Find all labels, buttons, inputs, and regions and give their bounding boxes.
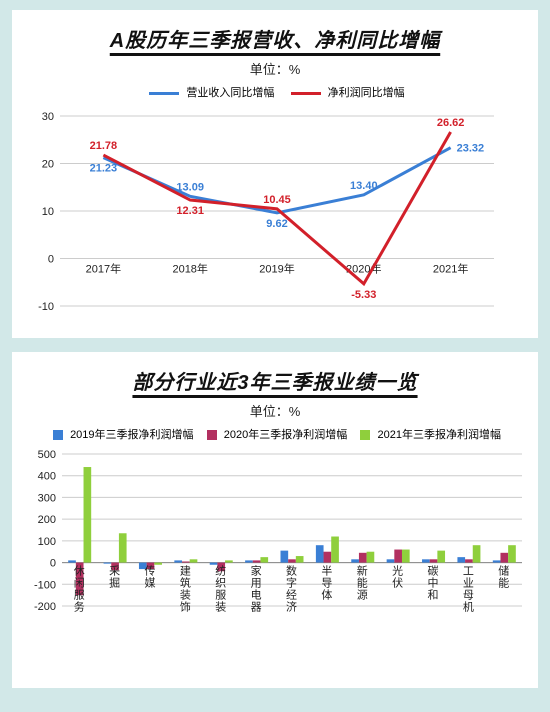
chart2-unit: 单位：%	[20, 401, 530, 420]
svg-text:经: 经	[286, 589, 297, 602]
svg-text:装: 装	[215, 601, 226, 614]
svg-text:媒: 媒	[144, 577, 155, 590]
svg-text:新: 新	[357, 564, 368, 578]
svg-text:数: 数	[286, 565, 297, 578]
svg-text:-200: -200	[34, 601, 56, 613]
svg-text:务: 务	[74, 601, 85, 614]
svg-text:字: 字	[286, 576, 297, 590]
svg-text:休: 休	[74, 565, 85, 578]
legend-swatch-profit	[291, 92, 321, 95]
chart2-plot: -200-1000100200300400500休闲服务采掘传媒建筑装饰纺织服装…	[20, 450, 530, 678]
svg-text:电: 电	[251, 589, 262, 602]
svg-text:采: 采	[109, 565, 120, 578]
svg-text:器: 器	[251, 601, 262, 614]
legend-swatch-2019	[53, 430, 63, 440]
svg-text:10.45: 10.45	[263, 194, 291, 206]
svg-text:储: 储	[498, 564, 509, 578]
svg-text:济: 济	[286, 600, 297, 614]
svg-text:源: 源	[357, 588, 368, 602]
legend-label-revenue: 营业收入同比增幅	[186, 87, 274, 99]
svg-text:碳: 碳	[428, 564, 439, 578]
svg-text:26.62: 26.62	[437, 117, 465, 129]
svg-text:闲: 闲	[74, 576, 85, 590]
svg-text:筑: 筑	[180, 576, 191, 590]
svg-text:传: 传	[144, 565, 155, 578]
svg-text:和: 和	[428, 589, 439, 602]
svg-text:500: 500	[38, 450, 56, 461]
svg-text:2018年: 2018年	[172, 262, 207, 276]
svg-text:工: 工	[463, 566, 474, 578]
svg-text:200: 200	[38, 514, 56, 526]
legend-label-2021: 2021年三季报净利润增幅	[378, 429, 501, 441]
svg-text:导: 导	[321, 577, 332, 590]
svg-text:光: 光	[392, 564, 403, 578]
svg-text:用: 用	[251, 578, 262, 590]
svg-text:-5.33: -5.33	[351, 289, 376, 301]
svg-text:-100: -100	[34, 579, 56, 591]
legend-swatch-2021	[360, 430, 370, 440]
svg-text:20: 20	[42, 159, 54, 171]
svg-text:织: 织	[215, 577, 226, 590]
svg-text:能: 能	[498, 576, 509, 590]
chart1-legend: 营业收入同比增幅 净利润同比增幅	[20, 84, 530, 100]
line-chart-panel: A股历年三季报营收、净利同比增幅 单位：% 营业收入同比增幅 净利润同比增幅 -…	[12, 10, 538, 338]
svg-text:服: 服	[74, 589, 85, 602]
svg-text:100: 100	[38, 536, 56, 548]
svg-text:饰: 饰	[180, 600, 191, 614]
legend-swatch-revenue	[149, 92, 179, 95]
svg-text:2017年: 2017年	[86, 262, 121, 276]
svg-text:掘: 掘	[109, 576, 120, 590]
svg-text:23.32: 23.32	[457, 143, 485, 155]
svg-text:13.09: 13.09	[176, 181, 204, 193]
bar-chart-panel: 部分行业近3年三季报业绩一览 单位：% 2019年三季报净利润增幅 2020年三…	[12, 352, 538, 688]
svg-text:0: 0	[50, 558, 56, 570]
svg-text:21.23: 21.23	[90, 163, 118, 175]
chart1-plot: -1001020302017年2018年2019年2020年2021年21.23…	[20, 108, 530, 328]
svg-text:13.40: 13.40	[350, 180, 378, 192]
svg-text:0: 0	[48, 254, 54, 266]
svg-text:能: 能	[357, 576, 368, 590]
svg-text:400: 400	[38, 471, 56, 483]
chart2-legend: 2019年三季报净利润增幅 2020年三季报净利润增幅 2021年三季报净利润增…	[20, 426, 530, 442]
svg-text:机: 机	[463, 600, 474, 614]
svg-text:21.78: 21.78	[90, 140, 118, 152]
svg-text:300: 300	[38, 492, 56, 504]
svg-text:服: 服	[215, 589, 226, 602]
chart2-title: 部分行业近3年三季报业绩一览	[20, 366, 530, 395]
svg-text:体: 体	[321, 588, 332, 602]
svg-text:半: 半	[321, 564, 332, 578]
legend-label-2020: 2020年三季报净利润增幅	[224, 429, 347, 441]
chart1-unit: 单位：%	[20, 59, 530, 78]
chart1-title: A股历年三季报营收、净利同比增幅	[20, 24, 530, 53]
svg-text:家: 家	[251, 564, 262, 578]
legend-swatch-2020	[207, 430, 217, 440]
svg-text:30: 30	[42, 111, 54, 123]
svg-text:2021年: 2021年	[433, 262, 468, 276]
svg-text:9.62: 9.62	[266, 218, 287, 230]
svg-text:伏: 伏	[392, 576, 403, 590]
svg-text:纺: 纺	[215, 564, 226, 578]
svg-text:装: 装	[180, 589, 191, 602]
svg-text:2019年: 2019年	[259, 262, 294, 276]
svg-text:建: 建	[180, 564, 191, 578]
svg-text:业: 业	[463, 577, 474, 590]
svg-text:-10: -10	[38, 301, 54, 313]
svg-text:母: 母	[463, 589, 474, 602]
svg-text:10: 10	[42, 206, 54, 218]
legend-label-profit: 净利润同比增幅	[328, 87, 405, 99]
legend-label-2019: 2019年三季报净利润增幅	[70, 429, 193, 441]
svg-text:中: 中	[428, 577, 439, 590]
svg-text:12.31: 12.31	[176, 205, 204, 217]
